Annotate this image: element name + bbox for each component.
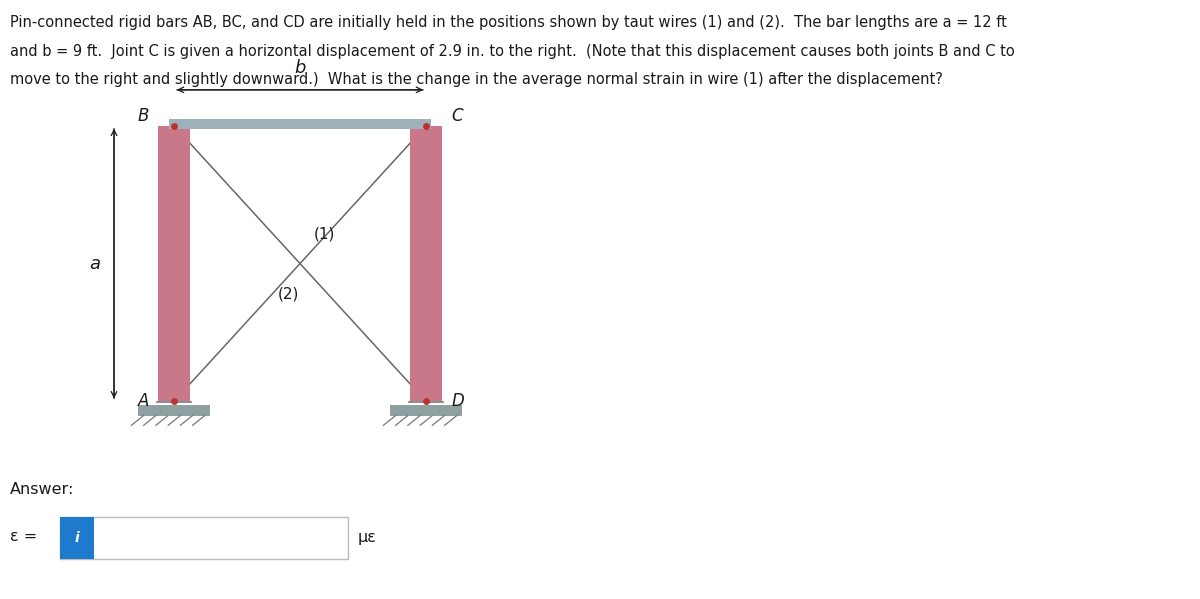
Text: D: D	[451, 392, 464, 410]
FancyBboxPatch shape	[60, 517, 348, 559]
Polygon shape	[158, 126, 190, 401]
Polygon shape	[410, 126, 442, 401]
Text: b: b	[294, 59, 306, 77]
Text: i: i	[74, 531, 79, 545]
Text: ε =: ε =	[10, 528, 37, 544]
Polygon shape	[169, 119, 431, 129]
Polygon shape	[138, 405, 210, 416]
Text: and b = 9 ft.  Joint C is given a horizontal displacement of 2.9 in. to the righ: and b = 9 ft. Joint C is given a horizon…	[10, 44, 1014, 59]
Text: B: B	[138, 107, 149, 125]
Text: με: με	[358, 530, 377, 546]
Text: (1): (1)	[313, 226, 335, 241]
Text: Pin-connected rigid bars AB, BC, and CD are initially held in the positions show: Pin-connected rigid bars AB, BC, and CD …	[10, 15, 1007, 30]
Text: A: A	[138, 392, 149, 410]
Text: move to the right and slightly downward.)  What is the change in the average nor: move to the right and slightly downward.…	[10, 72, 942, 87]
Text: a: a	[89, 255, 101, 273]
Text: (2): (2)	[277, 286, 299, 301]
Polygon shape	[390, 405, 462, 416]
Text: C: C	[451, 107, 463, 125]
FancyBboxPatch shape	[60, 517, 94, 559]
Text: Answer:: Answer:	[10, 482, 74, 497]
